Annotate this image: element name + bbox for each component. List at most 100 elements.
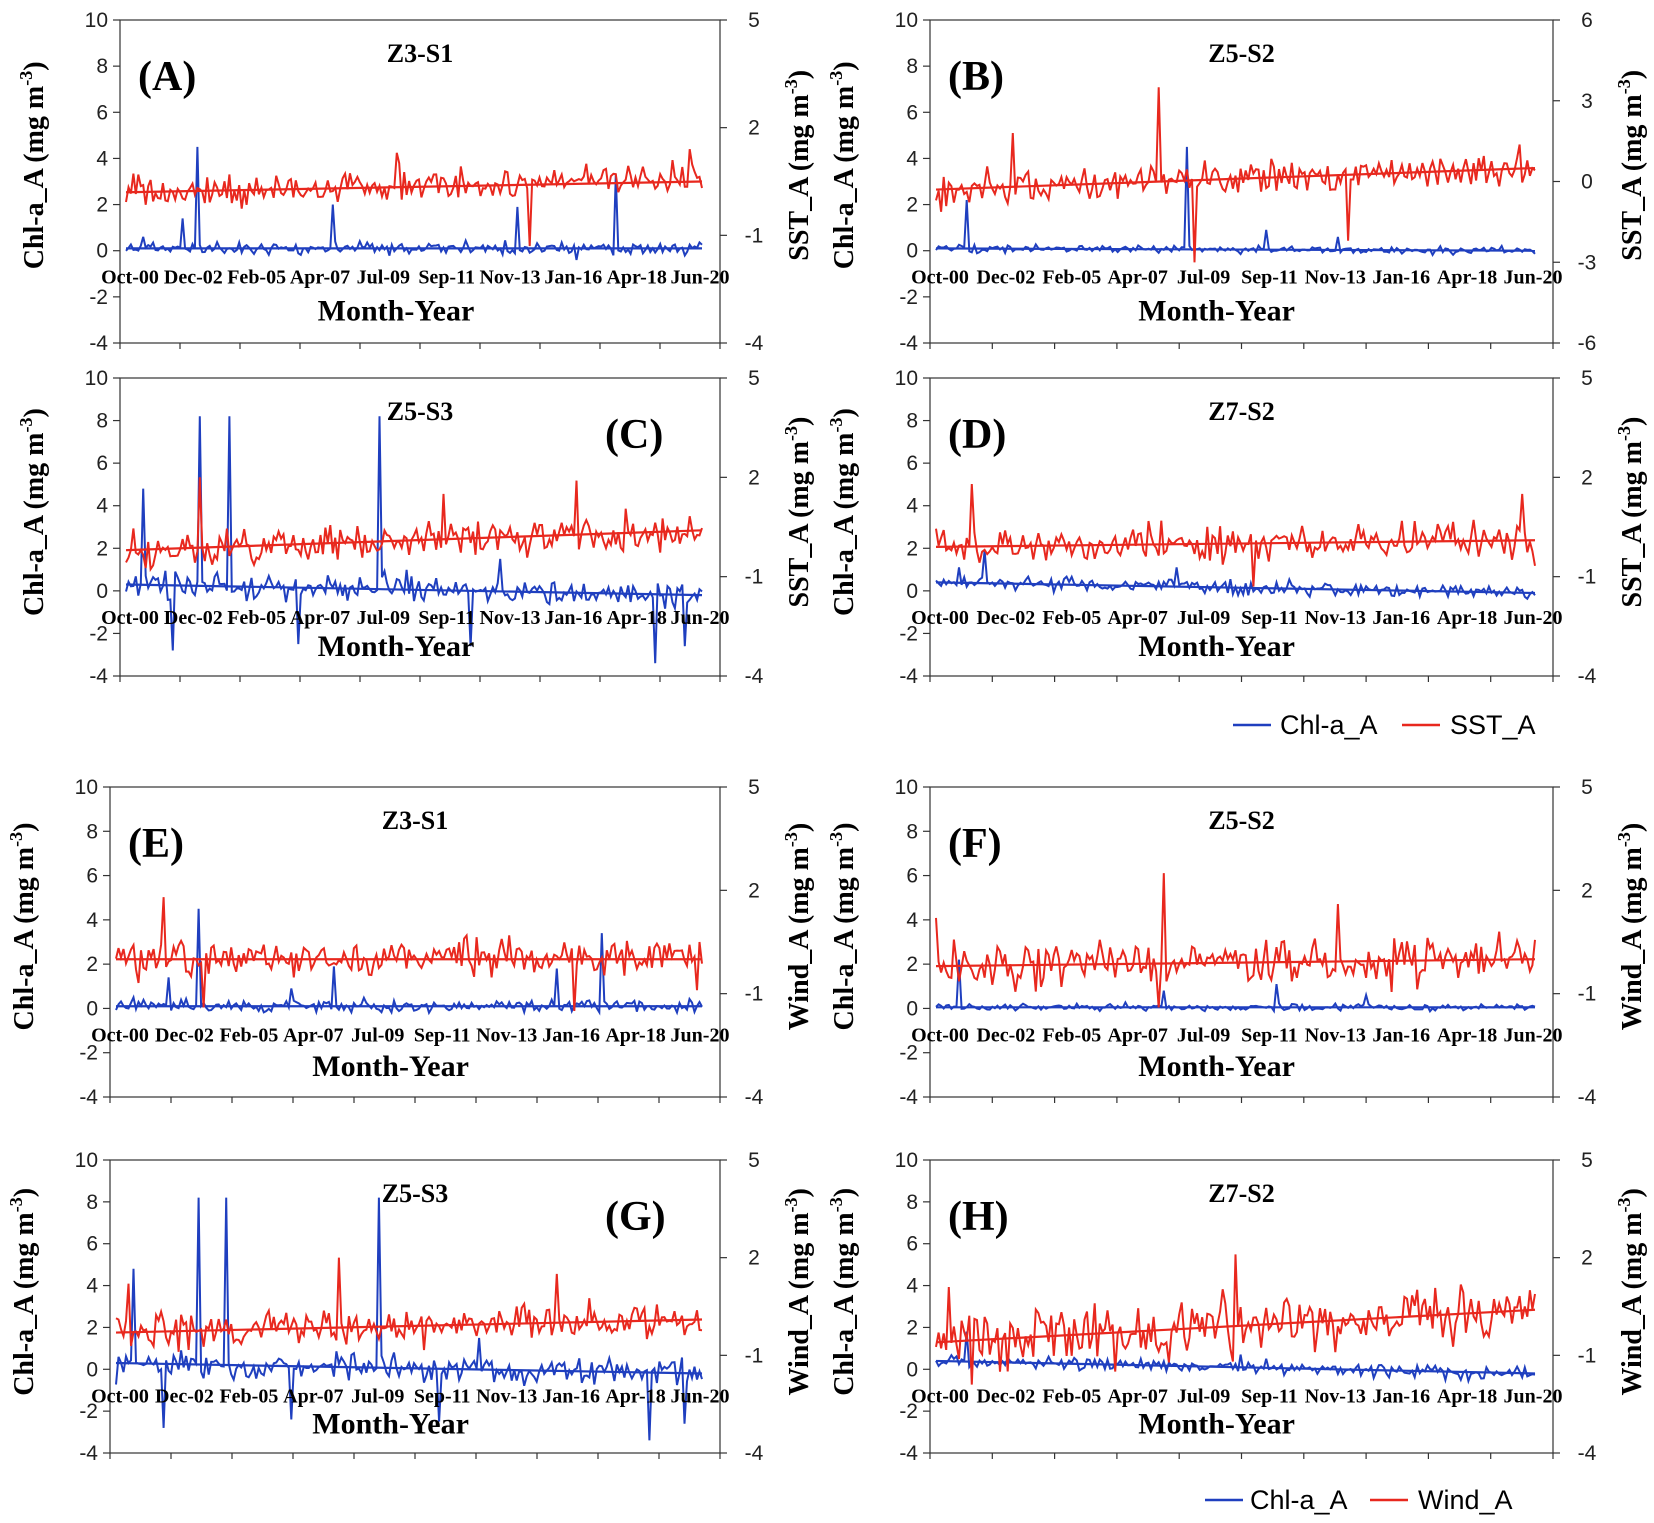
panel-c-ylabel-left: Chl-a_A (mg m-3) [16,408,50,616]
panel-e-ytick-left-label: 6 [86,865,98,888]
panel-f-ytick-left-label: 0 [906,997,918,1020]
panel-c-xtick-label: Sep-11 [418,607,475,629]
panel-b-xlabel: Month-Year [1138,295,1295,328]
panel-e-series-other-line [116,897,702,1011]
panel-e-title: Z3-S1 [382,806,448,835]
panel-c-xlabel: Month-Year [318,630,475,663]
panel-c-ytick-left-label: 2 [96,537,108,560]
panel-d-ytick-left-label: -4 [899,665,918,688]
panel-g-letter: (G) [605,1194,666,1240]
panel-e-ytick-left-label: 0 [86,997,98,1020]
panel-a-series-chl-line [126,147,702,260]
panel-c-xtick-label: Apr-07 [290,607,350,629]
panel-h-ytick-right-label: 5 [1581,1149,1593,1172]
panel-g-xtick-label: Nov-13 [476,1385,537,1407]
panel-h-ytick-left-label: 0 [906,1358,918,1381]
panel-b-xtick-label: Sep-11 [1241,267,1298,289]
panel-g-ytick-left-label: 6 [86,1233,98,1256]
panel-b-ytick-left-label: 6 [906,101,918,124]
panel-b-xtick-label: Jan-16 [1372,267,1430,289]
panel-f-ytick-right-label: 5 [1581,776,1593,799]
panel-f-letter: (F) [948,821,1002,867]
panel-g-ylabel-right: Wind_A (mg m-3) [781,1188,815,1395]
panel-e-xtick-label: Jan-16 [542,1024,600,1046]
panel-b-xtick-label: Oct-00 [911,267,969,289]
panel-b-ytick-right-label: -6 [1578,332,1597,355]
panel-f-xtick-label: Jan-16 [1372,1024,1430,1046]
panel-f-xtick-label: Nov-13 [1305,1024,1366,1046]
panel-c-xtick-label: Apr-18 [606,607,666,629]
panel-d-series-other-line [936,484,1535,587]
panel-d-ytick-left-label: 0 [906,580,918,603]
panel-h-ytick-left-label: 10 [895,1149,918,1172]
panel-d-xtick-label: Apr-18 [1437,607,1497,629]
panel-a-ytick-right-label: 5 [748,9,760,32]
panel-b-xtick-label: Jun-20 [1504,267,1563,289]
panel-c-xtick-label: Jan-16 [544,607,602,629]
panel-h-xtick-label: Apr-18 [1437,1385,1497,1407]
panel-e-xlabel: Month-Year [312,1050,469,1083]
panel-b-xtick-label: Feb-05 [1042,267,1101,289]
panel-b-xtick-label: Nov-13 [1305,267,1366,289]
panel-d-letter: (D) [948,412,1006,458]
panel-d-ylabel-right: SST_A (mg m-3) [1614,417,1648,608]
panel-b-xtick-label: Apr-18 [1437,267,1497,289]
panel-d-xtick-label: Sep-11 [1241,607,1298,629]
panel-f-xtick-label: Oct-00 [911,1024,969,1046]
legend-top-other-label: SST_A [1450,710,1536,740]
panel-h-title: Z7-S2 [1208,1179,1274,1208]
panel-a-letter: (A) [138,54,196,100]
panel-c-ytick-left-label: 0 [96,580,108,603]
panel-a-xtick-label: Jul-09 [357,267,410,289]
panel-b-ytick-left-label: -4 [899,332,918,355]
panel-a-xtick-label: Feb-05 [227,267,286,289]
panel-a-xtick-label: Oct-00 [101,267,159,289]
panel-a-xtick-label: Apr-07 [290,267,350,289]
panel-h-ytick-right-label: 2 [1581,1247,1593,1270]
panel-b-ytick-right-label: -3 [1578,251,1597,274]
panel-h-xtick-label: Oct-00 [911,1385,969,1407]
panel-c-ytick-right-label: -4 [745,665,764,688]
panel-d-xtick-label: Oct-00 [911,607,969,629]
panel-b-xtick-label: Apr-07 [1107,267,1167,289]
panel-e-ytick-left-label: 10 [75,776,98,799]
panel-c-xtick-label: Dec-02 [164,607,223,629]
panel-h-xtick-label: Nov-13 [1305,1385,1366,1407]
panel-h-xtick-label: Sep-11 [1241,1385,1298,1407]
panel-a-xtick-label: Sep-11 [418,267,475,289]
panel-d-xtick-label: Jul-09 [1177,607,1230,629]
panel-g-xtick-label: Sep-11 [414,1385,471,1407]
panel-g-ytick-left-label: 2 [86,1316,98,1339]
panel-a-ytick-left-label: 2 [96,194,108,217]
panel-d-xtick-label: Jan-16 [1372,607,1430,629]
panel-c-ytick-left-label: 10 [85,367,108,390]
panel-g-series-other-line [116,1258,702,1352]
panel-h-xlabel: Month-Year [1138,1408,1295,1441]
panel-g-ytick-right-label: 5 [748,1149,760,1172]
panel-e-ytick-left-label: 8 [86,820,98,843]
panel-c-ytick-right-label: -1 [745,566,764,589]
panel-f-ytick-left-label: -4 [899,1086,918,1109]
panel-d-xtick-label: Feb-05 [1042,607,1101,629]
panel-e-ylabel-left: Chl-a_A (mg m-3) [6,823,40,1031]
panel-d-xtick-label: Apr-07 [1107,607,1167,629]
panel-e-ytick-right-label: -1 [745,983,764,1006]
panel-h-xtick-label: Jan-16 [1372,1385,1430,1407]
panel-h-ytick-right-label: -1 [1578,1344,1597,1367]
panel-h-xtick-label: Jun-20 [1504,1385,1563,1407]
panel-b-ytick-right-label: 3 [1581,90,1593,113]
panel-f-ytick-right-label: 2 [1581,879,1593,902]
panel-f-series-other-trend [936,959,1535,966]
panel-e-xtick-label: Apr-18 [605,1024,665,1046]
panel-c-xtick-label: Nov-13 [479,607,540,629]
panel-e-xtick-label: Jun-20 [671,1024,730,1046]
panel-e-xtick-label: Sep-11 [414,1024,471,1046]
panel-e-xtick-label: Dec-02 [155,1024,214,1046]
panel-f-xtick-label: Jun-20 [1504,1024,1563,1046]
panel-c-ytick-left-label: -4 [89,665,108,688]
panel-f-series-other-line [936,873,1535,1007]
panel-g-xtick-label: Apr-07 [283,1385,343,1407]
panel-h-xtick-label: Apr-07 [1107,1385,1167,1407]
panel-a-ytick-left-label: 6 [96,101,108,124]
panel-d-ytick-right-label: -1 [1578,566,1597,589]
